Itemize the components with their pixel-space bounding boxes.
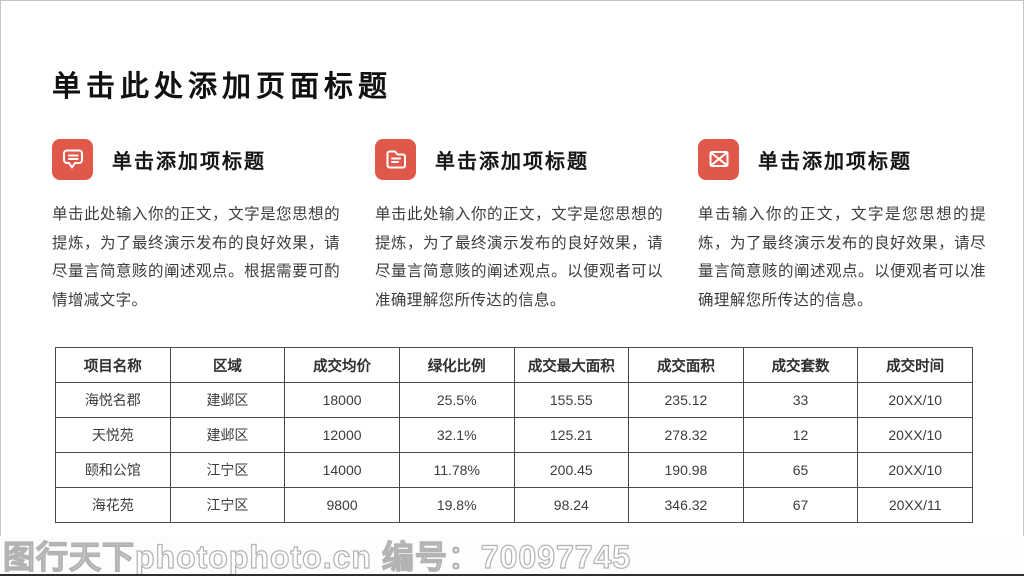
- table-cell: 建邺区: [169, 417, 286, 453]
- table-cell: 18000: [284, 382, 400, 418]
- table-cell: 65: [742, 452, 859, 488]
- item-2-header: 单击添加项标题: [375, 138, 665, 180]
- table-header-row: 项目名称 区域 成交均价 绿化比例 成交最大面积 成交面积 成交套数 成交时间: [55, 347, 973, 383]
- table-header-cell: 项目名称: [55, 347, 171, 383]
- item-1-header: 单击添加项标题: [52, 138, 342, 180]
- table-row: 海悦名郡 建邺区 18000 25.5% 155.55 235.12 33 20…: [55, 382, 973, 418]
- table-header-cell: 成交最大面积: [513, 347, 630, 383]
- table-cell: 200.45: [513, 452, 630, 488]
- watermark-text: 图行天下photophoto.cn 编号：70097745: [2, 538, 632, 574]
- table-cell: 20XX/10: [857, 382, 973, 418]
- table-cell: 32.1%: [398, 417, 515, 453]
- comment-icon: [52, 138, 93, 180]
- table-cell: 江宁区: [169, 452, 286, 488]
- table-cell: 建邺区: [169, 382, 286, 418]
- table-cell: 海悦名郡: [55, 382, 171, 418]
- table-cell: 25.5%: [398, 382, 515, 418]
- table-cell: 江宁区: [169, 487, 286, 523]
- table-cell: 颐和公馆: [55, 452, 171, 488]
- bottom-border: [0, 574, 1024, 576]
- table-cell: 235.12: [628, 382, 744, 418]
- table-cell: 190.98: [628, 452, 744, 488]
- table-header-cell: 区域: [169, 347, 286, 383]
- mail-icon: [698, 138, 739, 180]
- item-1-title: 单击添加项标题: [112, 150, 266, 173]
- table-cell: 天悦苑: [55, 417, 171, 453]
- table-cell: 20XX/10: [857, 452, 973, 488]
- table-cell: 20XX/11: [857, 487, 973, 523]
- item-2: 单击添加项标题 单击此处输入你的正文，文字是您思想的提炼，为了最终演示发布的良好…: [375, 138, 665, 315]
- table-header-cell: 成交套数: [742, 347, 859, 383]
- table-row: 颐和公馆 江宁区 14000 11.78% 200.45 190.98 65 2…: [55, 452, 973, 488]
- item-1-body: 单击此处输入你的正文，文字是您思想的提炼，为了最终演示发布的良好效果，请尽量言简…: [52, 206, 340, 309]
- item-1: 单击添加项标题 单击此处输入你的正文，文字是您思想的提炼，为了最终演示发布的良好…: [52, 138, 342, 315]
- deals-table: 项目名称 区域 成交均价 绿化比例 成交最大面积 成交面积 成交套数 成交时间 …: [55, 347, 973, 523]
- table-cell: 14000: [284, 452, 400, 488]
- table-row: 海花苑 江宁区 9800 19.8% 98.24 346.32 67 20XX/…: [55, 487, 973, 523]
- item-2-body: 单击此处输入你的正文，文字是您思想的提炼，为了最终演示发布的良好效果，请尽量言简…: [375, 206, 663, 309]
- item-3-title: 单击添加项标题: [758, 150, 912, 173]
- table-cell: 9800: [284, 487, 400, 523]
- table-header-cell: 绿化比例: [398, 347, 515, 383]
- table-cell: 98.24: [513, 487, 630, 523]
- table-header-cell: 成交面积: [628, 347, 744, 383]
- table-cell: 346.32: [628, 487, 744, 523]
- table-cell: 155.55: [513, 382, 630, 418]
- table-header-cell: 成交均价: [284, 347, 400, 383]
- table-cell: 125.21: [513, 417, 630, 453]
- table-cell: 12: [742, 417, 859, 453]
- item-3-body: 单击输入你的正文，文字是您思想的提炼，为了最终演示发布的良好效果，请尽量言简意赅…: [698, 206, 986, 309]
- item-2-title: 单击添加项标题: [435, 150, 589, 173]
- folder-icon: [375, 138, 416, 180]
- table-cell: 20XX/10: [857, 417, 973, 453]
- table-cell: 19.8%: [398, 487, 515, 523]
- table-header-cell: 成交时间: [857, 347, 973, 383]
- item-3: 单击添加项标题 单击输入你的正文，文字是您思想的提炼，为了最终演示发布的良好效果…: [698, 138, 988, 315]
- table-row: 天悦苑 建邺区 12000 32.1% 125.21 278.32 12 20X…: [55, 417, 973, 453]
- table-cell: 12000: [284, 417, 400, 453]
- item-3-header: 单击添加项标题: [698, 138, 988, 180]
- table-cell: 278.32: [628, 417, 744, 453]
- table-cell: 海花苑: [55, 487, 171, 523]
- table-cell: 67: [742, 487, 859, 523]
- watermark-bar: 图行天下photophoto.cn 编号：70097745: [0, 536, 1024, 574]
- page-title: 单击此处添加页面标题: [52, 71, 393, 103]
- table-cell: 33: [742, 382, 859, 418]
- table-cell: 11.78%: [398, 452, 515, 488]
